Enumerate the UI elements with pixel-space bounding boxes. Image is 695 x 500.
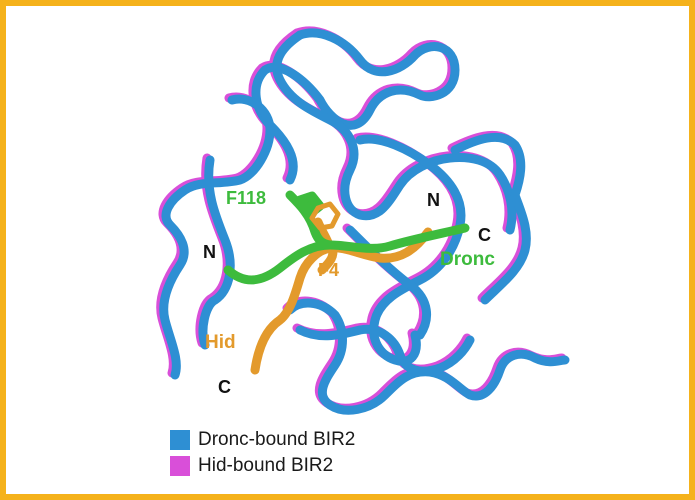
legend-label: Hid-bound BIR2 (198, 455, 334, 476)
legend-item-dronc-bound: Dronc-bound BIR2 (170, 427, 355, 453)
legend-item-hid-bound: Hid-bound BIR2 (170, 453, 355, 479)
f4-side-chain (309, 201, 341, 231)
hid-n-terminus-label: N (427, 190, 440, 210)
dronc-label: Dronc (440, 249, 495, 270)
legend-label: Dronc-bound BIR2 (198, 429, 356, 450)
dronc-c-terminus-label: C (478, 225, 491, 245)
f4-label: F4 (318, 260, 340, 280)
dronc-bound-swatch (170, 430, 190, 450)
hid-c-terminus-label: C (218, 377, 231, 397)
f118-label: F118 (226, 188, 267, 208)
legend: Dronc-bound BIR2 Hid-bound BIR2 (170, 427, 355, 479)
dronc-n-terminus-label: N (203, 242, 216, 262)
hid-label: Hid (205, 332, 236, 353)
hid-bound-swatch (170, 456, 190, 476)
